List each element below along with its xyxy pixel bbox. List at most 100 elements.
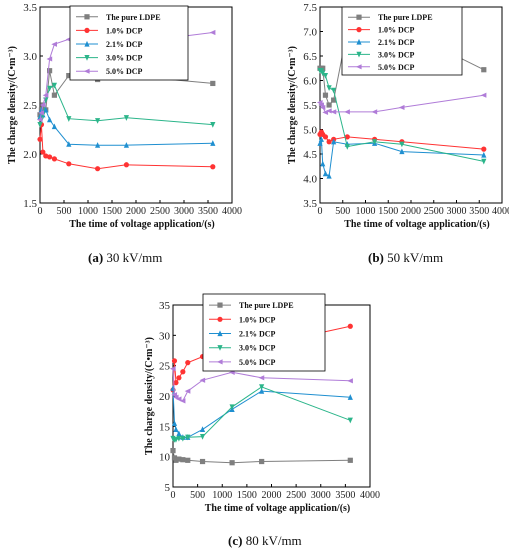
data-point <box>229 460 235 466</box>
caption-c: (c) 80 kV/mm <box>228 533 302 549</box>
caption-a-text: 30 kV/mm <box>106 250 163 265</box>
y-tick-label: 3.5 <box>23 2 37 14</box>
y-tick-label: 6.5 <box>303 51 317 63</box>
series-line <box>172 388 351 438</box>
data-point <box>185 434 191 441</box>
data-point <box>47 154 53 160</box>
y-tick-label: 5 <box>165 482 171 494</box>
data-point <box>330 109 337 115</box>
data-point <box>47 68 53 74</box>
data-point <box>171 358 178 364</box>
x-axis-label: The time of voltage application/(s) <box>69 219 215 230</box>
data-point <box>179 398 186 404</box>
x-tick-label: 1000 <box>78 206 98 217</box>
legend-box <box>341 6 463 76</box>
data-point <box>347 378 353 384</box>
data-point <box>185 457 191 463</box>
series-line <box>172 386 351 441</box>
y-tick-label: 4.5 <box>303 149 317 161</box>
y-tick-label: 4.0 <box>303 174 317 186</box>
data-point <box>199 377 206 383</box>
data-point <box>399 141 405 148</box>
legend-label: 1.0% DCP <box>106 26 143 35</box>
data-point <box>123 142 129 148</box>
series-2 <box>317 129 487 152</box>
legend-box <box>202 293 326 372</box>
data-point <box>95 166 101 172</box>
data-point <box>371 109 378 115</box>
legend-marker <box>217 316 223 322</box>
data-point <box>38 110 45 116</box>
data-point <box>326 85 332 91</box>
y-axis-label: The charge density/(C•m⁻³) <box>287 46 298 164</box>
data-point <box>47 116 53 123</box>
caption-b-label: (b) <box>368 250 384 265</box>
x-tick-label: 3000 <box>174 206 194 217</box>
data-point <box>209 29 216 36</box>
data-point <box>180 435 186 442</box>
data-point <box>51 92 57 98</box>
data-point <box>318 136 324 142</box>
y-tick-label: 2.5 <box>23 100 37 112</box>
caption-c-text: 80 kV/mm <box>245 533 302 548</box>
legend-marker <box>217 302 223 308</box>
series-5 <box>316 92 487 115</box>
data-point <box>42 92 49 98</box>
data-point <box>169 366 176 372</box>
data-point <box>210 122 216 128</box>
chart-c: 0 500 1000 1500 2000 2500 3000 3500 4000 5 10 15 20 2… <box>144 293 380 514</box>
x-tick-label: 0 <box>38 206 43 217</box>
legend-label: The pure LDPE <box>378 13 433 22</box>
chart-a: 0 500 1000 1500 2000 2500 3000 3500 4000 1.5 2.0 2.… <box>7 2 242 230</box>
data-point <box>481 158 487 165</box>
data-point <box>331 97 337 103</box>
legend-marker <box>356 14 362 20</box>
legend-label: 2.1% DCP <box>106 40 143 49</box>
legend-label: 3.0% DCP <box>106 54 143 63</box>
data-point <box>40 149 46 155</box>
x-tick-label: 1000 <box>356 206 376 217</box>
data-point <box>480 92 487 98</box>
data-point <box>47 85 53 92</box>
data-point <box>199 434 206 440</box>
legend-label: 5.0% DCP <box>378 63 415 72</box>
data-point <box>123 115 129 121</box>
data-point <box>176 375 182 381</box>
data-point <box>347 394 353 400</box>
data-point <box>331 87 337 94</box>
legend-label: 2.1% DCP <box>239 330 276 339</box>
data-point <box>51 41 57 47</box>
y-tick-label: 15 <box>159 421 171 433</box>
legend: The pure LDPE 1.0% DCP 2.1% DCP 3.0% DCP 5.0… <box>202 293 326 372</box>
caption-c-label: (c) <box>228 533 243 548</box>
data-point <box>322 92 329 98</box>
y-tick-label: 5.0 <box>303 125 317 137</box>
data-point <box>66 141 72 147</box>
legend-label: 3.0% DCP <box>378 50 415 59</box>
y-tick-label: 7.0 <box>303 27 317 39</box>
data-point <box>372 139 378 145</box>
x-tick-label: 1000 <box>212 490 232 501</box>
data-point <box>210 140 216 146</box>
y-tick-label: 3.0 <box>23 51 37 63</box>
data-point <box>319 104 326 111</box>
data-point <box>95 142 101 148</box>
x-tick-label: 2000 <box>262 490 282 501</box>
legend: The pure LDPE 1.0% DCP 2.1% DCP 3.0% DCP 5.0… <box>69 5 189 81</box>
series-3 <box>170 385 353 440</box>
data-point <box>344 134 350 140</box>
x-tick-label: 4000 <box>360 490 380 501</box>
x-tick-label: 3500 <box>198 206 218 217</box>
series-4 <box>37 82 216 128</box>
data-point <box>210 80 216 87</box>
data-point <box>326 139 332 145</box>
data-point <box>51 156 58 162</box>
data-point <box>481 151 487 158</box>
x-tick-label: 2000 <box>401 206 421 217</box>
data-point <box>66 116 72 122</box>
data-point <box>344 144 350 150</box>
x-tick-label: 500 <box>190 490 205 501</box>
data-point <box>95 118 101 124</box>
data-point <box>185 360 191 366</box>
